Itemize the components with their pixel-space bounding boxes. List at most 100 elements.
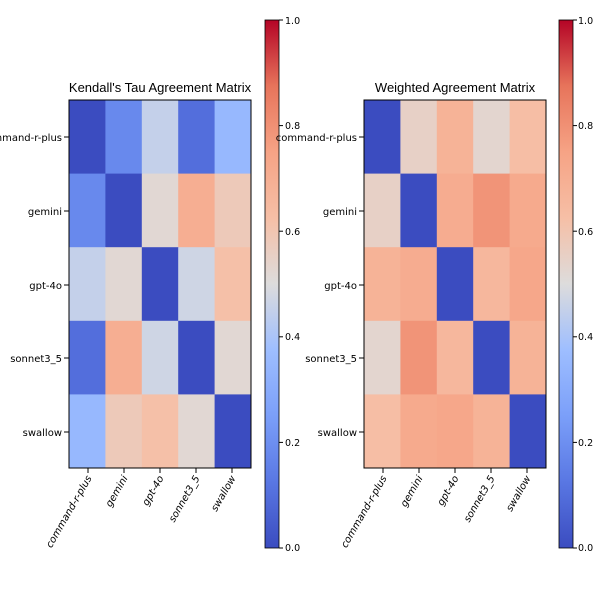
y-tick-label: swallow (318, 428, 357, 439)
x-tick-label: command-r-plus (44, 474, 94, 550)
x-tick: sonnet3_5 (167, 468, 203, 524)
x-tick: gemini (104, 468, 131, 509)
heatmap-cell (473, 394, 511, 469)
heatmap-panel-kendall: Kendall's Tau Agreement Matrix command-r… (0, 16, 300, 554)
heatmap-cell (69, 320, 106, 395)
colorbar-gradient (264, 19, 280, 549)
heatmap-cell (69, 173, 106, 248)
heatmap-cell (436, 320, 474, 395)
colorbar-tick: 0.4 (279, 332, 300, 343)
heatmap-cell (400, 100, 438, 175)
y-tick-label: gpt-4o (324, 281, 357, 292)
y-tick: gpt-4o (324, 281, 364, 292)
colorbar-tick: 0.6 (279, 227, 300, 238)
colorbar-tick-label: 0.6 (578, 227, 593, 238)
colorbar-tick-label: 0.8 (578, 121, 593, 132)
colorbar-tick-label: 0.4 (578, 332, 593, 343)
heatmap-cell (214, 100, 252, 175)
colorbar-tick-label: 0.2 (285, 438, 300, 449)
heatmap-cell (400, 247, 438, 322)
heatmap-cell (105, 247, 143, 322)
x-tick-label: gpt-4o (141, 474, 167, 508)
heatmap-cell (105, 394, 143, 469)
x-tick: gpt-4o (436, 468, 462, 508)
y-tick: sonnet3_5 (305, 354, 364, 365)
y-tick-label: gpt-4o (29, 281, 62, 292)
heatmap-cell (509, 173, 547, 248)
colorbar-tick-label: 1.0 (578, 16, 593, 27)
x-tick-label: gemini (104, 474, 131, 509)
colorbar-tick: 0.0 (279, 543, 300, 554)
x-tick-label: sonnet3_5 (167, 474, 202, 524)
y-tick: swallow (318, 428, 364, 439)
heatmap-cell (69, 394, 106, 469)
heatmap-cell (178, 173, 216, 248)
colorbar-tick: 0.2 (279, 438, 300, 449)
heatmap-cell (214, 247, 252, 322)
heatmap-cell (364, 394, 401, 469)
heatmap-cell (69, 247, 106, 322)
y-tick-label: gemini (323, 207, 357, 218)
y-tick: gemini (28, 207, 69, 218)
heatmap-cell (214, 320, 252, 395)
heatmap-cell (509, 394, 547, 469)
x-tick-label: swallow (209, 473, 239, 513)
chart-title: Kendall's Tau Agreement Matrix (69, 80, 252, 95)
heatmap-cell (178, 247, 216, 322)
colorbar-tick-label: 0.6 (285, 227, 300, 238)
colorbar-tick-label: 1.0 (285, 16, 300, 27)
colorbar-tick: 0.0 (573, 543, 593, 554)
heatmap-cell (509, 320, 547, 395)
heatmap-cell (364, 247, 401, 322)
x-tick: sonnet3_5 (462, 468, 498, 524)
heatmap-cells (69, 100, 252, 469)
y-axis: command-r-plus gemini gpt-4o sonnet3_5 s… (0, 133, 69, 439)
x-tick: gpt-4o (141, 468, 167, 508)
y-tick: gemini (323, 207, 364, 218)
x-tick-label: swallow (504, 473, 534, 513)
x-tick-label: gemini (399, 474, 426, 509)
colorbar-tick-label: 0.2 (578, 438, 593, 449)
heatmap-cell (509, 247, 547, 322)
heatmap-cell (400, 173, 438, 248)
x-tick-label: command-r-plus (339, 474, 389, 550)
heatmap-cell (141, 100, 179, 175)
colorbar-tick-label: 0.8 (285, 121, 300, 132)
heatmap-cell (214, 394, 252, 469)
x-tick: swallow (209, 468, 239, 514)
colorbar-tick: 0.6 (573, 227, 593, 238)
heatmap-cell (436, 173, 474, 248)
colorbar-tick: 0.8 (573, 121, 593, 132)
y-tick: command-r-plus (0, 133, 69, 144)
colorbar-tick-label: 0.0 (285, 543, 300, 554)
heatmap-cell (214, 173, 252, 248)
y-tick: sonnet3_5 (10, 354, 69, 365)
heatmap-cell (364, 173, 401, 248)
colorbar-tick: 1.0 (573, 16, 593, 27)
y-axis: command-r-plus gemini gpt-4o sonnet3_5 s… (276, 133, 364, 439)
y-tick: command-r-plus (276, 133, 364, 144)
y-tick-label: sonnet3_5 (305, 354, 357, 365)
heatmap-cell (141, 247, 179, 322)
heatmap-cell (178, 320, 216, 395)
x-axis: command-r-plus gemini gpt-4o sonnet3_5 s… (44, 468, 239, 550)
heatmap-cell (436, 100, 474, 175)
x-tick: command-r-plus (44, 468, 95, 550)
heatmap-cell (178, 394, 216, 469)
heatmap-cell (436, 247, 474, 322)
x-tick-label: gpt-4o (436, 474, 462, 508)
heatmap-cell (141, 320, 179, 395)
heatmap-cell (105, 320, 143, 395)
heatmap-cell (473, 247, 511, 322)
y-tick-label: command-r-plus (0, 133, 62, 144)
colorbar-tick-label: 0.4 (285, 332, 300, 343)
y-tick: swallow (23, 428, 69, 439)
y-tick-label: command-r-plus (276, 133, 357, 144)
x-tick: gemini (399, 468, 426, 509)
y-tick-label: sonnet3_5 (10, 354, 62, 365)
colorbar: 0.0 0.2 0.4 0.6 0.8 1.0 (558, 16, 593, 554)
heatmap-cell (105, 173, 143, 248)
x-tick: swallow (504, 468, 534, 514)
x-axis: command-r-plus gemini gpt-4o sonnet3_5 s… (339, 468, 534, 550)
chart-title: Weighted Agreement Matrix (375, 80, 536, 95)
